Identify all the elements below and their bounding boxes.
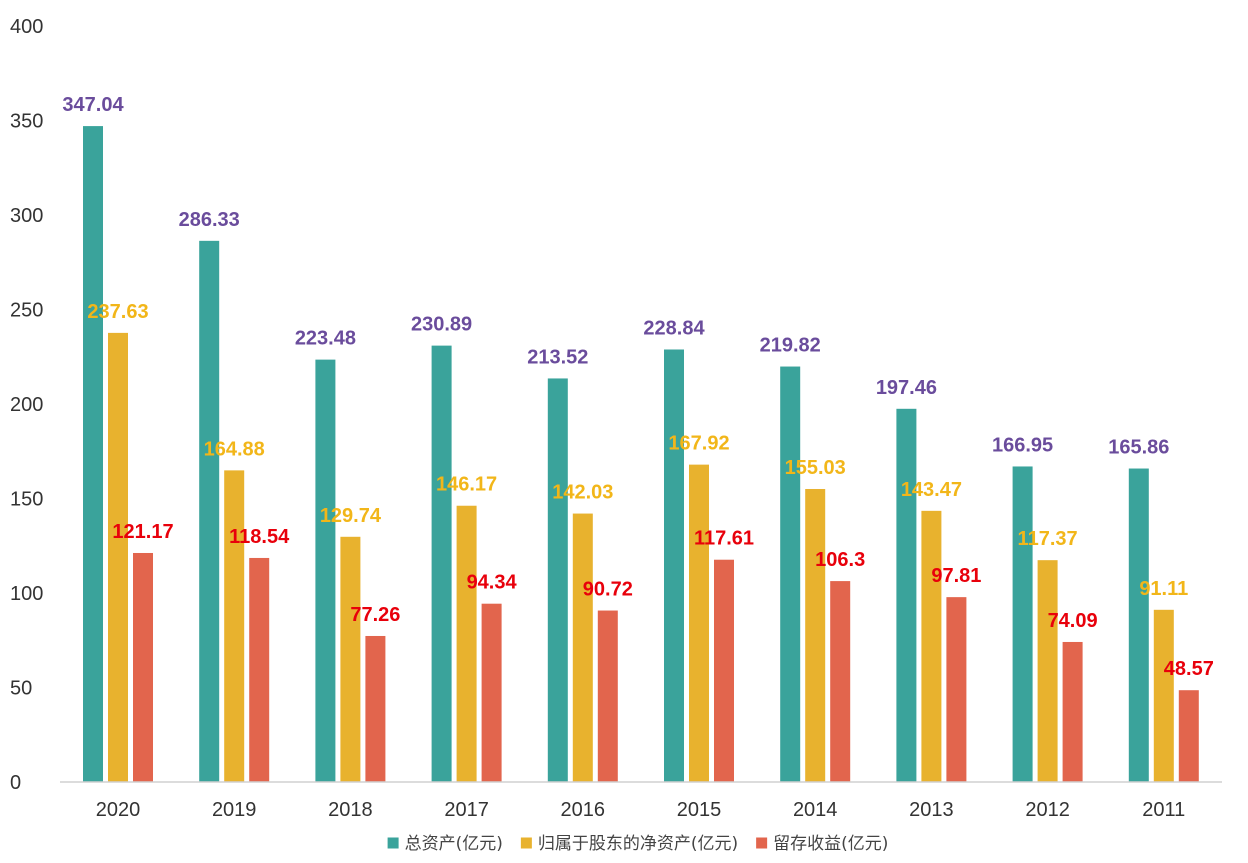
bar-2011-series-2 [1153,609,1174,782]
y-tick-label: 0 [10,772,21,794]
bar-2011-series-3 [1178,690,1199,782]
bar-2014-series-3 [830,581,851,782]
data-label-2012-series-1: 166.95 [992,434,1053,456]
y-tick-label: 200 [10,394,43,416]
x-tick-label: 2014 [793,799,838,821]
bar-2020-series-2 [108,332,128,782]
data-label-2014-series-3: 106.3 [815,549,865,571]
bar-2013-series-2 [921,510,942,782]
legend-item-3: 留存收益(亿元) [756,834,888,854]
bar-2018-series-2 [340,536,361,782]
legend: 总资产(亿元) 归属于股东的净资产(亿元) 留存收益(亿元) [387,834,888,854]
bar-2017-series-3 [481,603,502,782]
x-tick-label: 2019 [212,799,257,821]
legend-label: 总资产(亿元) [405,834,503,854]
bar-2017-series-1 [431,345,452,782]
data-label-2013-series-1: 197.46 [876,377,937,399]
bar-2015-series-3 [714,559,734,782]
x-tick-label: 2018 [328,799,373,821]
y-tick-label: 400 [10,16,43,38]
bar-2016-series-2 [572,513,593,782]
bar-2018-series-1 [315,359,336,782]
data-label-2020-series-3: 121.17 [112,521,173,543]
data-label-2015-series-3: 117.61 [694,528,754,550]
data-label-2019-series-2: 164.88 [204,438,265,460]
data-label-2018-series-1: 223.48 [295,328,356,350]
y-tick-label: 100 [10,583,43,605]
data-label-2020-series-2: 237.63 [87,301,148,323]
bar-2012-series-3 [1062,641,1083,782]
data-label-2016-series-1: 213.52 [527,346,588,368]
legend-label: 留存收益(亿元) [773,834,888,854]
legend-label: 归属于股东的净资产(亿元) [538,834,738,854]
bar-2018-series-3 [365,635,386,782]
data-label-2011-series-3: 48.57 [1164,658,1214,680]
x-tick-label: 2011 [1142,799,1185,821]
data-label-2013-series-2: 143.47 [901,479,962,501]
data-label-2019-series-3: 118.54 [229,526,290,548]
bars [83,126,1199,782]
bar-2013-series-3 [946,597,967,782]
data-label-2018-series-3: 77.26 [350,604,400,626]
y-tick-label: 300 [10,205,43,227]
data-label-2017-series-1: 230.89 [411,314,472,336]
data-label-2014-series-2: 155.03 [785,457,846,479]
data-label-2015-series-2: 167.92 [668,433,729,455]
x-axis: 2020 2019 2018 2017 2016 2015 2014 2013 2012 2011 [96,799,1186,821]
data-label-2011-series-1: 165.86 [1108,437,1169,459]
bar-2011-series-1 [1128,468,1149,782]
y-tick-label: 250 [10,300,43,322]
x-tick-label: 2017 [444,799,489,821]
bar-2013-series-1 [896,408,917,782]
y-axis: 0 50 100 150 200 250 300 350 400 [10,16,43,794]
bar-2016-series-1 [547,378,568,782]
data-label-2015-series-1: 228.84 [643,317,705,339]
bar-2020-series-3 [133,552,153,782]
data-labels: 347.04 237.63 121.17 286.33 164.88 118.54 223.… [62,94,1213,680]
y-tick-label: 150 [10,489,43,511]
bar-2019-series-1 [199,240,220,782]
x-tick-label: 2016 [561,799,606,821]
bar-2017-series-2 [456,505,477,782]
bar-2019-series-3 [249,557,270,782]
bar-2020-series-1 [83,126,103,782]
data-label-2019-series-1: 286.33 [179,209,240,231]
bar-2019-series-2 [224,470,245,782]
data-label-2011-series-2: 91.11 [1139,578,1188,600]
x-tick-label: 2012 [1025,799,1070,821]
data-label-2017-series-3: 94.34 [467,572,518,594]
data-label-2017-series-2: 146.17 [436,474,497,496]
data-label-2016-series-2: 142.03 [552,482,613,504]
legend-swatch [520,837,532,849]
bar-2012-series-1 [1012,466,1033,782]
legend-item-2: 归属于股东的净资产(亿元) [520,834,738,854]
y-tick-label: 50 [10,678,32,700]
data-label-2016-series-3: 90.72 [583,579,633,601]
data-label-2012-series-2: 117.37 [1018,528,1078,550]
x-tick-label: 2015 [677,799,722,821]
bar-2015-series-1 [664,349,684,782]
data-label-2014-series-1: 219.82 [760,335,821,357]
data-label-2013-series-3: 97.81 [931,565,981,587]
x-tick-label: 2020 [96,799,141,821]
bar-2014-series-2 [805,488,826,782]
legend-swatch [756,837,768,849]
bar-2012-series-2 [1037,560,1058,782]
data-label-2020-series-1: 347.04 [62,94,124,116]
legend-item-1: 总资产(亿元) [387,834,503,854]
bar-2016-series-3 [597,610,618,782]
bar-2014-series-1 [780,366,801,782]
data-label-2012-series-3: 74.09 [1048,610,1098,632]
legend-swatch [387,837,399,849]
bar-2015-series-2 [689,464,709,782]
y-tick-label: 350 [10,111,43,133]
data-label-2018-series-2: 129.74 [320,505,382,527]
x-tick-label: 2013 [909,799,954,821]
